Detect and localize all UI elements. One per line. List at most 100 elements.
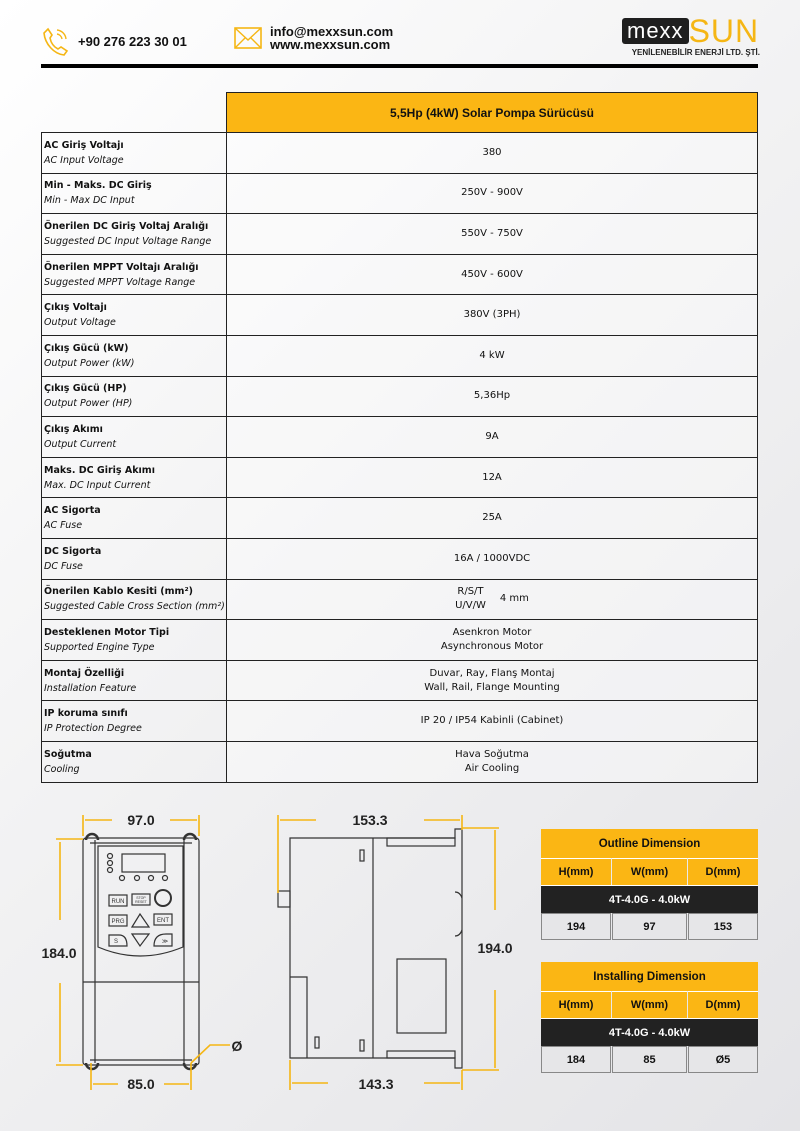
spec-value: 450V - 600V xyxy=(226,253,758,296)
label-en: Output Power (HP) xyxy=(44,398,133,410)
installing-title: Installing Dimension xyxy=(541,962,758,991)
table-row: IP koruma sınıfı IP Protection Degree IP 2… xyxy=(41,700,758,742)
spec-table: 5,5Hp (4kW) Solar Pompa Sürücüsü AC Giri… xyxy=(41,92,758,783)
table-row: Çıkış Voltajı Output Voltage 380V (3PH) xyxy=(41,294,758,336)
side-depth-bottom-label: 143.3 xyxy=(358,1076,393,1092)
cable-phase-out: U/V/W xyxy=(455,600,486,612)
spec-value: Hava Soğutma Air Cooling xyxy=(226,740,758,783)
value-cell: 194 xyxy=(541,913,612,940)
spec-label: AC Sigorta AC Fuse xyxy=(41,497,227,539)
label-tr: Önerilen MPPT Voltajı Aralığı xyxy=(44,261,199,273)
spec-value: 380V (3PH) xyxy=(226,294,758,336)
spec-label: Önerilen MPPT Voltajı Aralığı Suggested M… xyxy=(41,253,227,296)
outline-dimension-table: Outline Dimension H(mm) W(mm) D(mm) 4T-4.0… xyxy=(540,829,759,940)
spec-label: Çıkış Gücü (HP) Output Power (HP) xyxy=(41,375,227,418)
stop-key-label: STOP xyxy=(136,896,146,900)
spec-value: 12A xyxy=(226,456,758,499)
spec-value: 16A / 1000VDC xyxy=(226,537,758,580)
logo-subtitle: YENİLENEBİLİR ENERJİ LTD. ŞTİ. xyxy=(631,48,760,57)
label-en: AC Fuse xyxy=(44,520,83,532)
label-tr: Soğutma xyxy=(44,748,92,760)
spec-value: 250V - 900V xyxy=(226,172,758,215)
company-logo: mexx SUN YENİLENEBİLİR ENERJİ LTD. ŞTİ. xyxy=(622,15,760,57)
spec-label: Çıkış Gücü (kW) Output Power (kW) xyxy=(41,334,227,377)
value-en: Wall, Rail, Flange Mounting xyxy=(424,681,560,693)
label-tr: Önerilen Kablo Kesiti (mm²) xyxy=(44,586,193,598)
spec-value: 380 xyxy=(226,132,758,174)
s-key-label: S xyxy=(114,939,118,945)
label-tr: AC Sigorta xyxy=(44,505,101,517)
label-en: Output Voltage xyxy=(44,317,116,329)
phone-number[interactable]: +90 276 223 30 01 xyxy=(78,33,187,49)
column-header: W(mm) xyxy=(612,991,687,1018)
value-cell: 184 xyxy=(541,1046,611,1073)
side-view xyxy=(277,828,463,1069)
reset-key-label: RESET xyxy=(135,900,148,904)
ent-key-label: ENT xyxy=(157,918,169,924)
front-view xyxy=(82,832,200,1071)
table-row: AC Giriş Voltajı AC Input Voltage 380 xyxy=(41,132,758,174)
side-dimension-lines xyxy=(277,815,499,1090)
label-en: Max. DC Input Current xyxy=(44,479,151,491)
label-tr: Desteklenen Motor Tipi xyxy=(44,626,170,638)
outline-title: Outline Dimension xyxy=(541,829,758,858)
table-row: Soğutma Cooling Hava Soğutma Air Cooling xyxy=(41,740,758,783)
front-keypad-labels: RUN STOP RESET PRG ENT S ≫ xyxy=(111,896,169,945)
value-cell: Ø5 xyxy=(687,1046,758,1073)
value-tr: Asenkron Motor xyxy=(452,626,532,638)
front-height-label: 184.0 xyxy=(41,945,76,961)
table-row: Önerilen DC Giriş Voltaj Aralığı Suggeste… xyxy=(41,213,758,255)
label-en: Output Current xyxy=(44,438,117,450)
run-key-label: RUN xyxy=(112,899,125,905)
shift-key-label: ≫ xyxy=(162,939,168,945)
label-tr: Çıkış Gücü (kW) xyxy=(44,342,129,354)
side-height-label: 194.0 xyxy=(477,940,512,956)
product-title: 5,5Hp (4kW) Solar Pompa Sürücüsü xyxy=(226,92,758,133)
label-tr: Çıkış Voltajı xyxy=(44,302,107,314)
label-en: Min - Max DC Input xyxy=(44,195,135,207)
spec-value: Duvar, Ray, Flanş Montaj Wall, Rail, Flan… xyxy=(226,659,758,702)
email-link[interactable]: info@mexxsun.com xyxy=(270,24,394,39)
label-en: AC Input Voltage xyxy=(44,154,124,166)
installing-dimension-table: Installing Dimension H(mm) W(mm) D(mm) 4T-… xyxy=(540,962,759,1073)
spec-value: 550V - 750V xyxy=(226,213,758,255)
value-cell: 97 xyxy=(612,913,687,940)
cable-phase-in: R/S/T xyxy=(457,586,484,598)
phone-contact: +90 276 223 30 01 xyxy=(42,26,187,56)
table-row: Montaj Özelliği Installation Feature Duvar… xyxy=(41,659,758,702)
envelope-icon xyxy=(234,27,262,49)
label-en: Suggested Cable Cross Section (mm²) xyxy=(44,601,225,613)
value-cell: 85 xyxy=(612,1046,687,1073)
header-divider xyxy=(41,64,758,68)
label-tr: IP koruma sınıfı xyxy=(44,708,128,720)
table-row: AC Sigorta AC Fuse 25A xyxy=(41,497,758,539)
value-en: Asynchronous Motor xyxy=(440,640,544,652)
table-row: Min - Maks. DC Giriş Min - Max DC Input 25… xyxy=(41,172,758,215)
table-row: Çıkış Gücü (kW) Output Power (kW) 4 kW xyxy=(41,334,758,377)
label-en: DC Fuse xyxy=(44,560,83,572)
website-link[interactable]: www.mexxsun.com xyxy=(270,37,391,52)
label-tr: Önerilen DC Giriş Voltaj Aralığı xyxy=(44,220,209,232)
table-row: Çıkış Akımı Output Current 9A xyxy=(41,416,758,458)
label-en: Suggested DC Input Voltage Range xyxy=(44,235,212,247)
value-tr: Hava Soğutma xyxy=(455,748,529,760)
label-tr: Çıkış Akımı xyxy=(44,423,103,435)
spec-label: Maks. DC Giriş Akımı Max. DC Input Curren… xyxy=(41,456,227,499)
value-tr: Duvar, Ray, Flanş Montaj xyxy=(429,667,555,679)
model-row: 4T-4.0G - 4.0kW xyxy=(541,1018,758,1046)
label-en: IP Protection Degree xyxy=(44,723,142,735)
spec-value: 9A xyxy=(226,416,758,458)
table-row: DC Sigorta DC Fuse 16A / 1000VDC xyxy=(41,537,758,580)
front-width-label: 97.0 xyxy=(127,812,154,828)
label-en: Suggested MPPT Voltage Range xyxy=(44,276,196,288)
spec-value: 4 kW xyxy=(226,334,758,377)
logo-mexx: mexx xyxy=(622,18,689,44)
prg-key-label: PRG xyxy=(111,919,124,925)
spec-label: Min - Maks. DC Giriş Min - Max DC Input xyxy=(41,172,227,215)
label-en: Cooling xyxy=(44,763,80,775)
table-row: Önerilen MPPT Voltajı Aralığı Suggested M… xyxy=(41,253,758,296)
hole-symbol-label: Ø xyxy=(232,1038,243,1054)
spec-label: Çıkış Voltajı Output Voltage xyxy=(41,294,227,336)
front-dimension-lines xyxy=(56,815,230,1090)
label-en: Installation Feature xyxy=(44,682,137,694)
